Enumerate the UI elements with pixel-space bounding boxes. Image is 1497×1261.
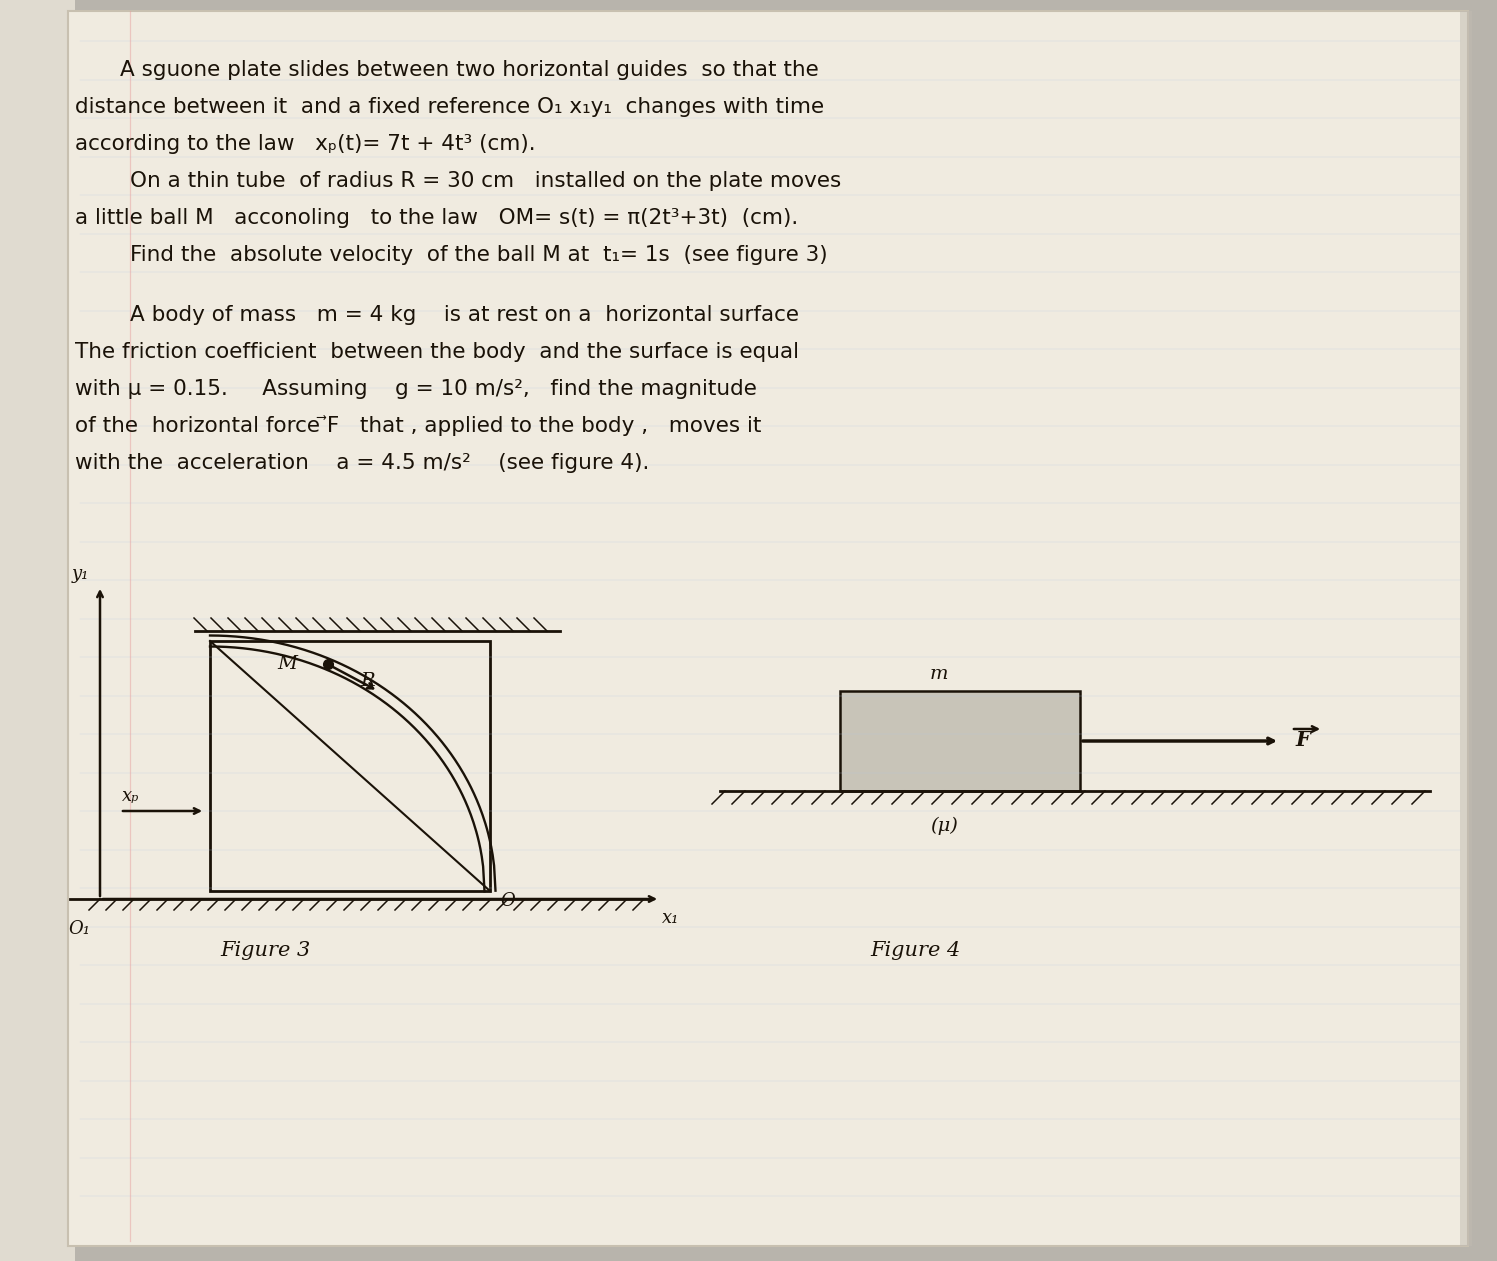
Text: y₁: y₁ [72,565,90,583]
Text: m: m [930,665,949,683]
Text: x₁: x₁ [662,909,680,927]
Text: Figure 4: Figure 4 [870,941,960,960]
Text: distance between it  and a fixed reference O₁ x₁y₁  changes with time: distance between it and a fixed referenc… [75,97,825,117]
Bar [840,691,1079,791]
Text: according to the law   xₚ(t)= 7t + 4t³ (cm).: according to the law xₚ(t)= 7t + 4t³ (cm… [75,134,536,154]
Text: (μ): (μ) [930,817,958,835]
Bar [1460,11,1472,1246]
Text: xₚ: xₚ [121,787,139,805]
Bar [210,641,490,892]
Text: O₁: O₁ [67,921,90,938]
Text: with μ = 0.15.     Assuming    g = 10 m/s²,   find the magnitude: with μ = 0.15. Assuming g = 10 m/s², fin… [75,380,757,398]
Text: a little ball M   acconoling   to the law   OM= s(t) = π(2t³+3t)  (cm).: a little ball M acconoling to the law OM… [75,208,798,228]
Text: R: R [359,672,374,690]
Text: Find the  absolute velocity  of the ball M at  t₁= 1s  (see figure 3): Find the absolute velocity of the ball M… [130,245,828,265]
Text: of the  horizontal force ⃗F   that , applied to the body ,   moves it: of the horizontal force ⃗F that , applie… [75,415,762,436]
Text: with the  acceleration    a = 4.5 m/s²    (see figure 4).: with the acceleration a = 4.5 m/s² (see … [75,453,650,473]
Text: A body of mass   m = 4 kg    is at rest on a  horizontal surface: A body of mass m = 4 kg is at rest on a … [130,305,799,325]
Text: O: O [500,892,515,910]
Text: M: M [277,656,298,673]
Text: On a thin tube  of radius R = 30 cm   installed on the plate moves: On a thin tube of radius R = 30 cm insta… [130,171,841,190]
Text: The friction coefficient  between the body  and the surface is equal: The friction coefficient between the bod… [75,342,799,362]
Text: F: F [1295,730,1310,750]
Text: A sguone plate slides between two horizontal guides  so that the: A sguone plate slides between two horizo… [120,61,819,79]
Bar [0,0,75,1261]
Text: Figure 3: Figure 3 [220,941,310,960]
